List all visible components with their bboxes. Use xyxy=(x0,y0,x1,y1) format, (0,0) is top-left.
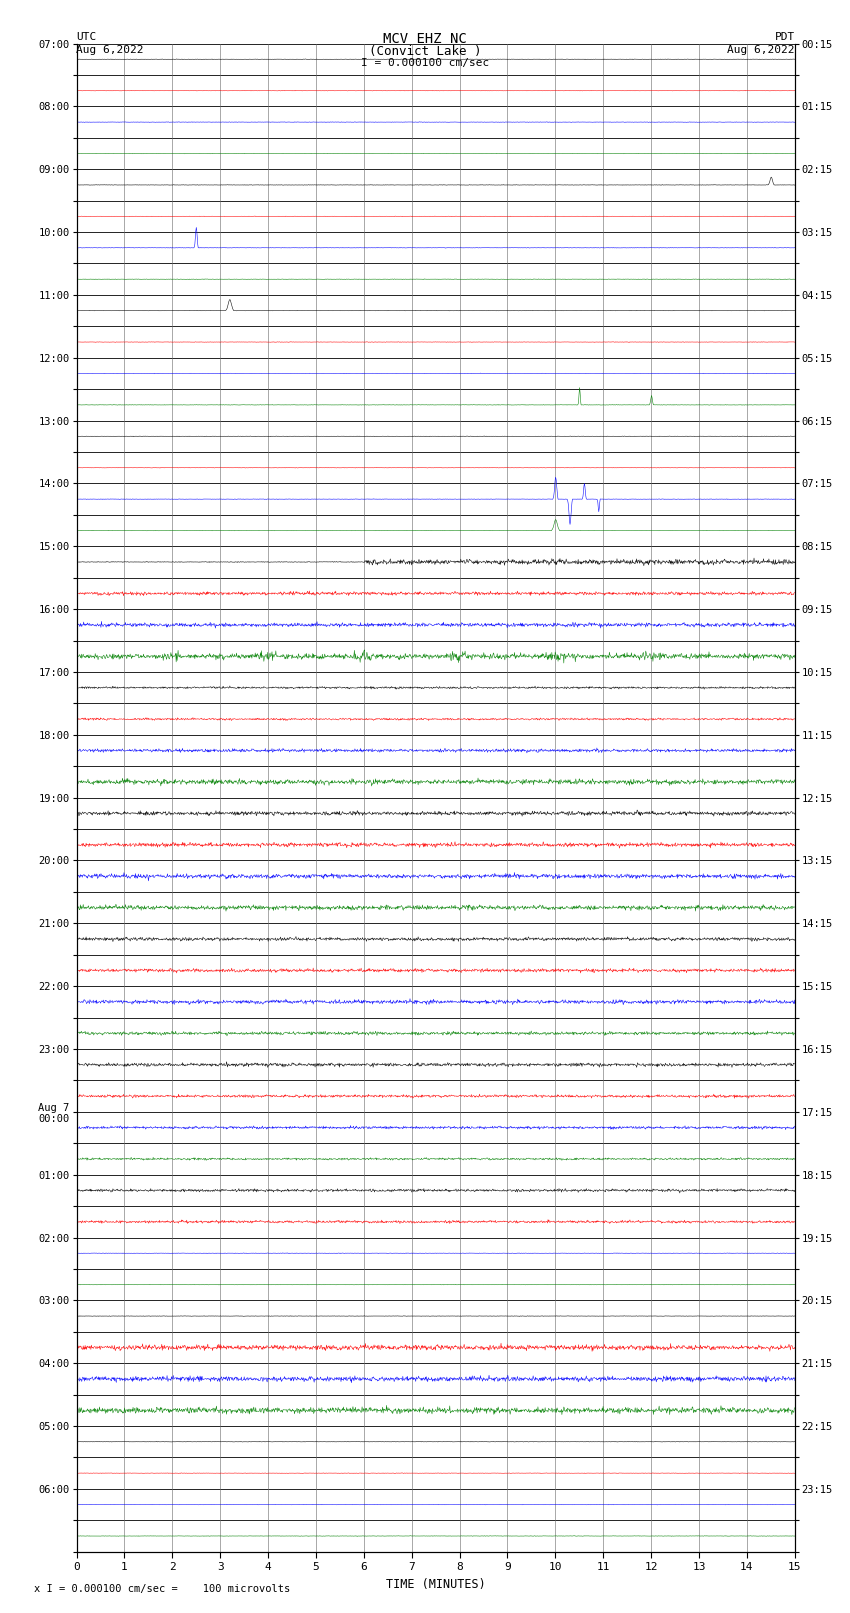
Text: x I = 0.000100 cm/sec =    100 microvolts: x I = 0.000100 cm/sec = 100 microvolts xyxy=(34,1584,290,1594)
X-axis label: TIME (MINUTES): TIME (MINUTES) xyxy=(386,1578,485,1590)
Text: PDT: PDT xyxy=(774,32,795,42)
Text: Aug 6,2022: Aug 6,2022 xyxy=(76,45,144,55)
Text: Aug 6,2022: Aug 6,2022 xyxy=(728,45,795,55)
Text: (Convict Lake ): (Convict Lake ) xyxy=(369,45,481,58)
Text: MCV EHZ NC: MCV EHZ NC xyxy=(383,32,467,47)
Text: UTC: UTC xyxy=(76,32,97,42)
Text: I = 0.000100 cm/sec: I = 0.000100 cm/sec xyxy=(361,58,489,68)
